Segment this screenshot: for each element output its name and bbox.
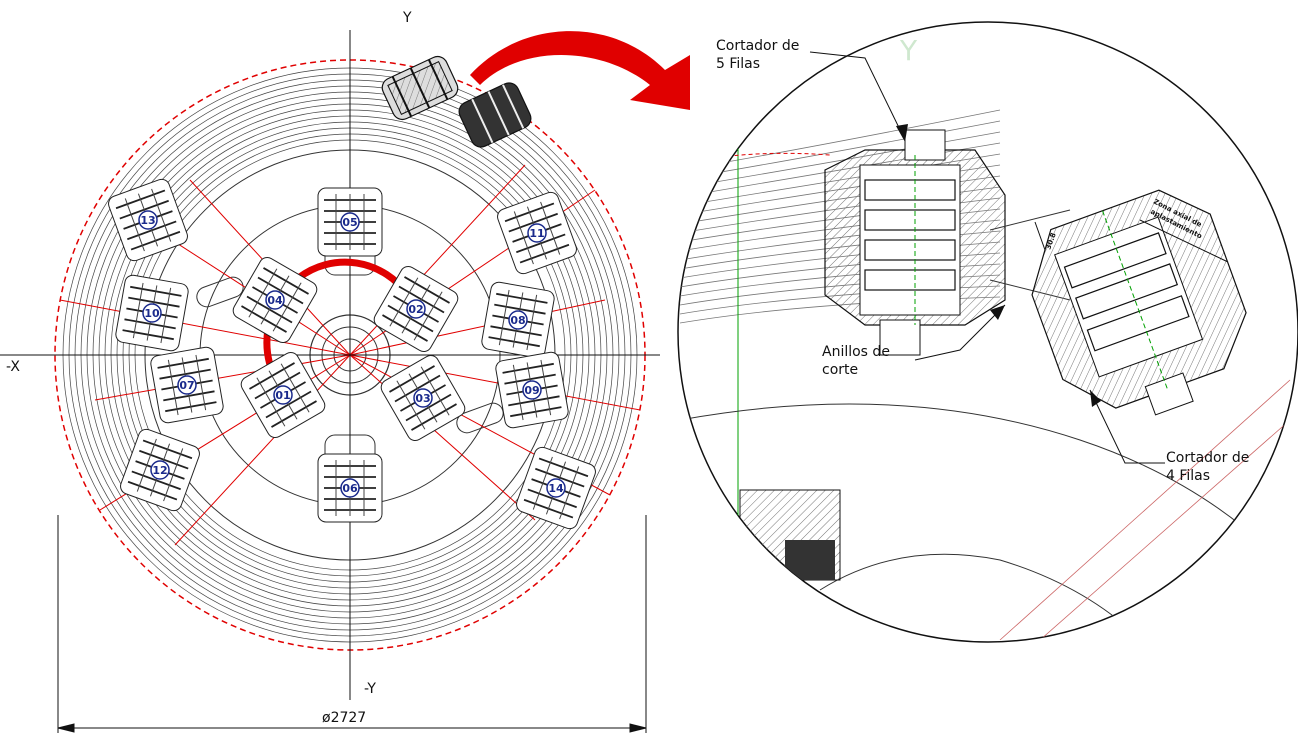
callout-arrowheads	[896, 124, 1101, 407]
cutter-badge: 06	[340, 478, 360, 498]
cutter-badge: 11	[527, 223, 547, 243]
cutter-bolt	[513, 211, 534, 265]
exploded-cutters	[381, 55, 532, 148]
y-neg-axis-label: -Y	[364, 681, 376, 697]
cutter-bolt	[512, 364, 524, 421]
cutter-badge-circle	[508, 310, 528, 330]
cutter-badge-circle	[340, 478, 360, 498]
cutter-badge-circle	[527, 223, 547, 243]
cutter-bolt	[498, 289, 510, 346]
cutter-bolt	[151, 188, 172, 242]
cutter-bolt	[124, 198, 145, 252]
cutter-badge: 14	[546, 478, 566, 498]
cutter-bolt	[132, 282, 144, 339]
cutter-bolt	[389, 277, 419, 327]
detail-red-dashed-arc	[699, 152, 831, 161]
cutter-badge-circle	[138, 210, 158, 230]
cutter4-label-1: Cortador de	[1166, 450, 1249, 466]
radial-line	[59, 299, 351, 356]
y-axis-label: Y	[402, 10, 412, 26]
cutter-bolt	[195, 354, 207, 411]
cutter-badge: 03	[413, 388, 433, 408]
cutter-bolt	[413, 291, 443, 341]
cutter-badge-circle	[413, 388, 433, 408]
cutter-badge: 12	[150, 460, 170, 480]
cutter-number: 11	[529, 227, 544, 240]
cutter-bolt	[559, 466, 580, 520]
cutter-bolt	[136, 438, 157, 492]
cutter-badge: 10	[142, 303, 162, 323]
cutter-badge: 08	[508, 310, 528, 330]
cutter-bolt	[280, 363, 310, 413]
cutter-bolt	[526, 294, 538, 351]
cutter-badge: 05	[340, 212, 360, 232]
cutter-badge: 02	[406, 299, 426, 319]
cutter-badge: 07	[177, 375, 197, 395]
radial-line	[174, 354, 351, 546]
cutter-number: 14	[548, 482, 564, 495]
cutter-number: 13	[140, 214, 155, 227]
detail-arrow	[470, 31, 690, 111]
gap-dimension	[1034, 221, 1046, 251]
cutter-badge-circle	[522, 380, 542, 400]
cutter-badge-circle	[142, 303, 162, 323]
cutter-badge: 04	[265, 290, 285, 310]
cutter-number: 08	[510, 314, 525, 327]
detail-y-label: Y	[899, 34, 918, 67]
cutter5-label-2: 5 Filas	[716, 56, 760, 72]
five-row-cutter	[824, 129, 1006, 356]
cutter-bolt	[167, 359, 179, 416]
cutter-number: 05	[342, 216, 357, 229]
cutter-number: 02	[408, 303, 423, 316]
cutter5-label-1: Cortador de	[716, 38, 799, 54]
detail-lower-arc	[679, 403, 1281, 561]
cutter-bolt	[420, 366, 450, 416]
x-neg-axis-label: -X	[6, 359, 20, 375]
cutter-badge: 01	[273, 385, 293, 405]
cutter-number: 09	[524, 384, 539, 397]
cutter-number: 07	[179, 379, 194, 392]
cutter-bolt	[540, 359, 552, 416]
cutter-badge-circle	[177, 375, 197, 395]
diameter-dimension	[57, 515, 647, 733]
zone-dimension-line	[1139, 219, 1229, 263]
cutter-bolt	[540, 201, 561, 255]
cutter-number: 04	[267, 294, 283, 307]
cutter-bolt	[256, 377, 286, 427]
detail-partial-cutter	[739, 489, 841, 581]
cutter-bolt	[396, 380, 426, 430]
cutter-bolt	[160, 287, 172, 344]
cutter-badge-circle	[265, 290, 285, 310]
cutter-bolt	[248, 268, 278, 318]
cutter-badge: 13	[138, 210, 158, 230]
cutter4-label-2: 4 Filas	[1166, 468, 1210, 484]
cutter-bolt	[532, 456, 553, 510]
radial-line	[94, 354, 351, 401]
cutter-badge-circle	[150, 460, 170, 480]
cutterhead-face: Y -X -Y 01 02 03 04 05 06 07 08 09 10 11 12 13 14	[0, 10, 690, 700]
cutter-badge-circle	[546, 478, 566, 498]
cutter-set: 01 02 03 04 05 06 07 08 09 10 11 12 13 14	[108, 178, 596, 530]
radial-line	[349, 354, 536, 521]
cutter-number: 03	[415, 392, 430, 405]
detail-view: 30.8 Zona axial de aplastamiento Y Corta…	[677, 21, 1298, 643]
cutter-number: 12	[152, 464, 167, 477]
cutter-badge-circle	[340, 212, 360, 232]
cutter-bolt	[163, 448, 184, 502]
four-row-cutter	[1031, 189, 1247, 416]
cutter-badge-circle	[273, 385, 293, 405]
diameter-label: ø2727	[322, 710, 366, 726]
radial-line	[349, 354, 641, 411]
cutter-bolt	[272, 282, 302, 332]
callout-leaders	[809, 51, 1165, 464]
cutter-number: 01	[275, 389, 290, 402]
cutter-badge-circle	[406, 299, 426, 319]
radial-line	[349, 299, 606, 356]
rings-label-2: corte	[822, 362, 858, 378]
cutter-number: 06	[342, 482, 358, 495]
cutter-badge: 09	[522, 380, 542, 400]
cutter-number: 10	[144, 307, 160, 320]
rings-label-1: Anillos de	[822, 344, 890, 360]
